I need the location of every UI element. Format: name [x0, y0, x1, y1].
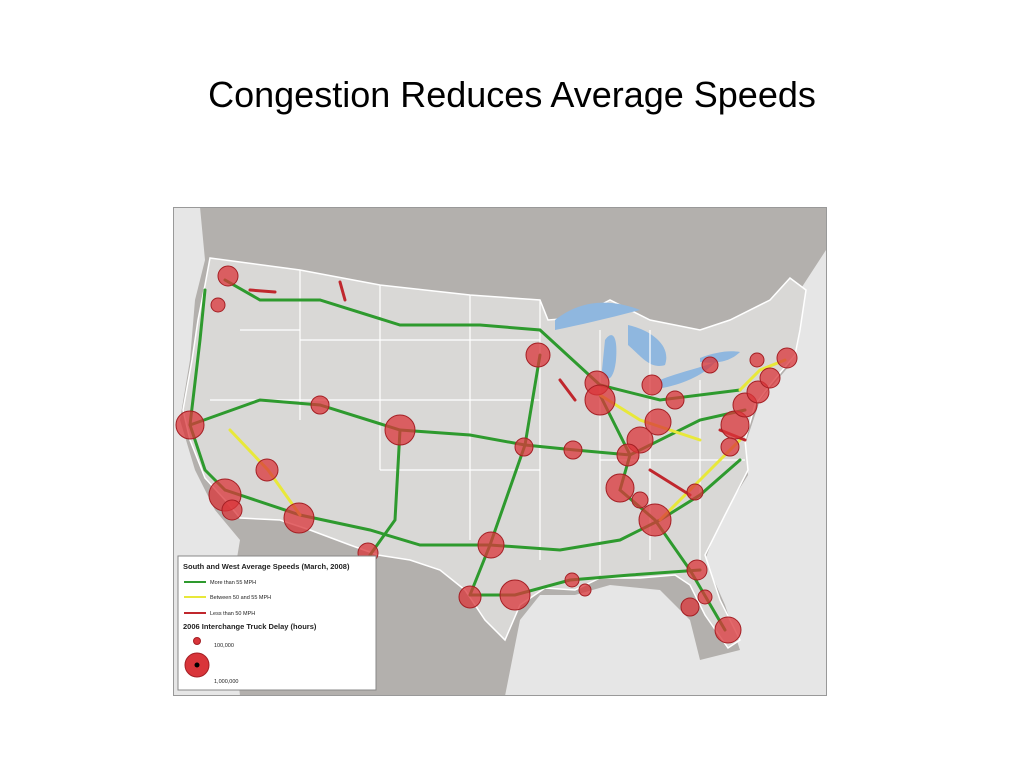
atlantic-gulf-ocean	[505, 250, 826, 696]
map-frame	[173, 207, 827, 696]
legend-item: Between 50 and 55 MPH	[210, 595, 271, 601]
legend-circle	[193, 637, 201, 645]
legend-item: More than 55 MPH	[210, 580, 256, 586]
legend-item: 1,000,000	[214, 679, 238, 685]
legend-subtitle: 2006 Interchange Truck Delay (hours)	[183, 622, 317, 631]
pacific-ocean	[173, 207, 240, 600]
slide-title: Congestion Reduces Average Speeds	[208, 74, 816, 115]
delay-circles	[175, 265, 798, 644]
legend-circle-center	[194, 662, 200, 668]
legend-item: Less than 50 MPH	[210, 611, 255, 617]
legend-item: 100,000	[214, 643, 234, 649]
legend-box	[177, 555, 377, 691]
legend: South and West Average Speeds (March, 20…	[177, 555, 377, 691]
map: South and West Average Speeds (March, 20…	[173, 207, 827, 696]
legend-title: South and West Average Speeds (March, 20…	[183, 562, 350, 571]
